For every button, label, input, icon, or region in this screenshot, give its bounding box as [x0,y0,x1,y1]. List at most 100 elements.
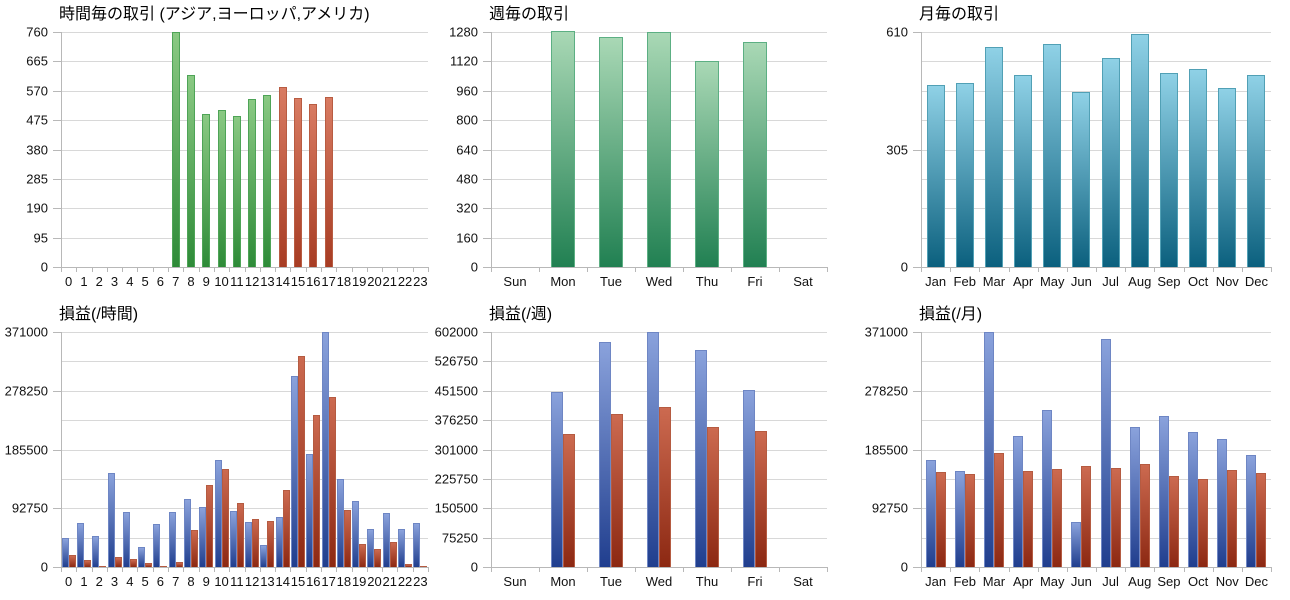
y-tick-label: 0 [40,259,48,275]
bar-5-red [145,563,153,567]
bar-14-red [282,490,290,567]
x-tick [366,567,368,572]
bar-Apr-blue [1013,435,1024,567]
bar-19-red [359,543,367,567]
y-gridline [491,390,827,392]
x-tick-label: Wed [645,274,673,289]
x-tick [61,267,62,272]
x-tick-label: 16 [306,274,321,289]
bar-12-green [248,98,257,267]
plot-area: 0 75250 150500 225750 301000 376250 451500 5267… [435,325,828,589]
x-tick-label: 21 [382,274,397,289]
plot-area: 0 92750 185500 278250 371000 Jan Feb Mar Apr May J… [865,325,1272,589]
x-tick [428,567,429,572]
x-tick [320,567,322,572]
bar-6-red [160,566,168,567]
y-tick-label: 475 [26,112,48,128]
bar-5-blue [138,546,146,567]
y-tick-label: 1280 [449,24,478,40]
x-tick [336,567,338,572]
x-tick-label: Jun [1070,274,1092,289]
x-tick-label: 9 [202,274,210,289]
x-tick [827,567,828,572]
x-tick-label: 5 [141,574,149,589]
x-tick [91,567,93,572]
x-tick [275,567,277,572]
bar-2-blue [92,535,100,567]
y-tick [483,149,491,151]
bar-Thu-green [695,61,719,267]
x-tick-label: Sep [1157,274,1181,289]
x-tick-label: Dec [1244,574,1268,589]
y-tick-label: 526750 [434,353,478,369]
y-tick-label: 225750 [434,471,478,487]
x-tick-label: 14 [275,274,290,289]
bar-Sep-blue [1158,415,1169,567]
y-gridline [61,149,428,151]
x-tick [683,267,684,272]
y-tick [483,267,491,268]
x-tick-label: Jun [1070,574,1092,589]
y-tick-label: 0 [900,259,908,275]
x-tick [1271,567,1272,572]
y-axis-line [921,332,922,572]
bar-6-blue [153,523,161,567]
x-tick-label: 20 [367,274,382,289]
y-tick-label: 0 [900,559,908,575]
y-gridline [61,508,428,510]
bar-Mon-blue [551,391,563,567]
bar-11-blue [229,511,237,567]
x-tick-label: 23 [413,274,428,289]
bar-Mon-red [563,433,575,567]
bar-Thu-red [707,426,719,567]
bar-20-blue [367,528,375,567]
x-tick [635,267,636,272]
x-tick [229,267,231,272]
x-tick-label: 17 [321,574,336,589]
plot-area: 0 305 610 Jan Feb Mar Apr May Jun Jul Aug Sep Oct Nov… [886,25,1272,289]
x-tick-label: 15 [290,274,306,289]
x-tick [1154,567,1156,572]
y-tick [913,508,921,510]
y-tick [53,567,61,568]
y-tick [913,567,921,568]
y-tick [53,267,61,268]
bar-12-blue [245,522,253,567]
bar-Feb-red [964,474,975,567]
y-tick-label: 665 [26,53,48,69]
y-gridline [61,32,428,33]
x-tick [1066,567,1068,572]
bar-21-blue [382,512,390,567]
bar-May-blue [1042,409,1053,567]
bar-20-red [374,548,382,567]
x-tick-label: 2 [95,574,103,589]
bar-12-red [252,518,260,567]
y-tick [483,420,491,422]
y-tick-label: 451500 [434,383,478,399]
y-tick-label: 960 [456,83,478,99]
y-gridline [921,537,1271,539]
chart-panel-weekly-trades: 週毎の取引 0 160 320 480 640 800 960 1120 1280 Sun Mon T… [430,0,860,300]
bar-16-red [309,104,318,267]
x-tick [382,267,384,272]
bar-13-red [267,520,275,567]
y-tick [483,390,491,392]
x-tick [1037,267,1039,272]
x-tick [397,267,399,272]
x-tick-label: Feb [953,274,976,289]
plot-area: 0 95 190 285 380 475 570 665 760 0 1 2 3 4 5 6 7 8 9 10 11 12… [26,25,429,289]
x-tick [412,267,414,272]
bar-0-blue [61,537,69,567]
x-tick [76,267,78,272]
y-gridline [61,120,428,122]
y-gridline [921,32,1271,33]
x-tick-label: 7 [172,274,180,289]
y-tick [53,61,61,63]
x-tick [213,567,215,572]
x-tick-label: 19 [351,274,367,289]
x-tick [122,567,124,572]
x-tick [731,567,732,572]
bar-21-red [389,541,397,567]
y-gridline [921,178,1271,180]
